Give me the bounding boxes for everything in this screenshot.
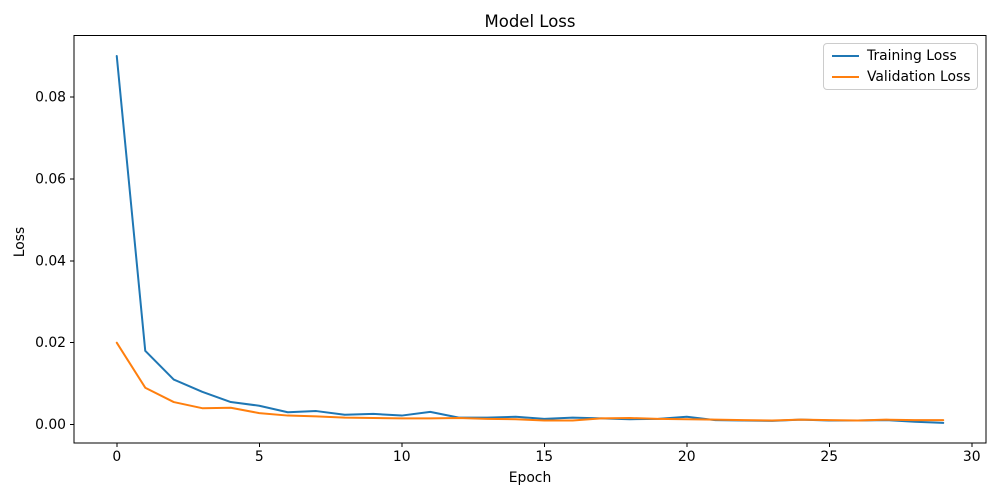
x-tick-label: 10 xyxy=(393,449,411,465)
legend-entry-training: Training Loss xyxy=(832,46,969,66)
x-tick-label: 5 xyxy=(255,449,264,465)
legend: Training Loss Validation Loss xyxy=(823,43,978,90)
chart-title: Model Loss xyxy=(484,12,576,31)
series-lines xyxy=(115,54,945,424)
y-axis-label: Loss xyxy=(12,226,28,258)
axis-tick-labels: 0 5 10 15 20 25 30 0.00 0.02 0.04 0.06 0.08 xyxy=(35,89,981,465)
plot-area-frame xyxy=(73,35,987,444)
legend-label-validation: Validation Loss xyxy=(867,68,971,85)
y-tick-label: 0.04 xyxy=(35,253,66,269)
x-tick-label: 0 xyxy=(112,449,121,465)
y-tick-label: 0.08 xyxy=(35,89,66,105)
x-axis-label: Epoch xyxy=(508,470,552,486)
legend-entry-validation: Validation Loss xyxy=(832,67,971,87)
y-tick-label: 0.02 xyxy=(35,335,66,351)
training-loss-line xyxy=(115,54,945,424)
validation-loss-line xyxy=(115,341,945,422)
x-tick-label: 30 xyxy=(963,449,981,465)
training-loss-line-swatch xyxy=(832,55,859,58)
y-tick-label: 0.00 xyxy=(35,417,66,433)
y-tick-label: 0.06 xyxy=(35,171,66,187)
x-tick-label: 25 xyxy=(820,449,838,465)
axis-ticks xyxy=(70,96,973,447)
legend-label-training: Training Loss xyxy=(867,48,957,65)
x-tick-label: 15 xyxy=(535,449,553,465)
validation-loss-line-swatch xyxy=(832,75,859,78)
x-tick-label: 20 xyxy=(678,449,696,465)
